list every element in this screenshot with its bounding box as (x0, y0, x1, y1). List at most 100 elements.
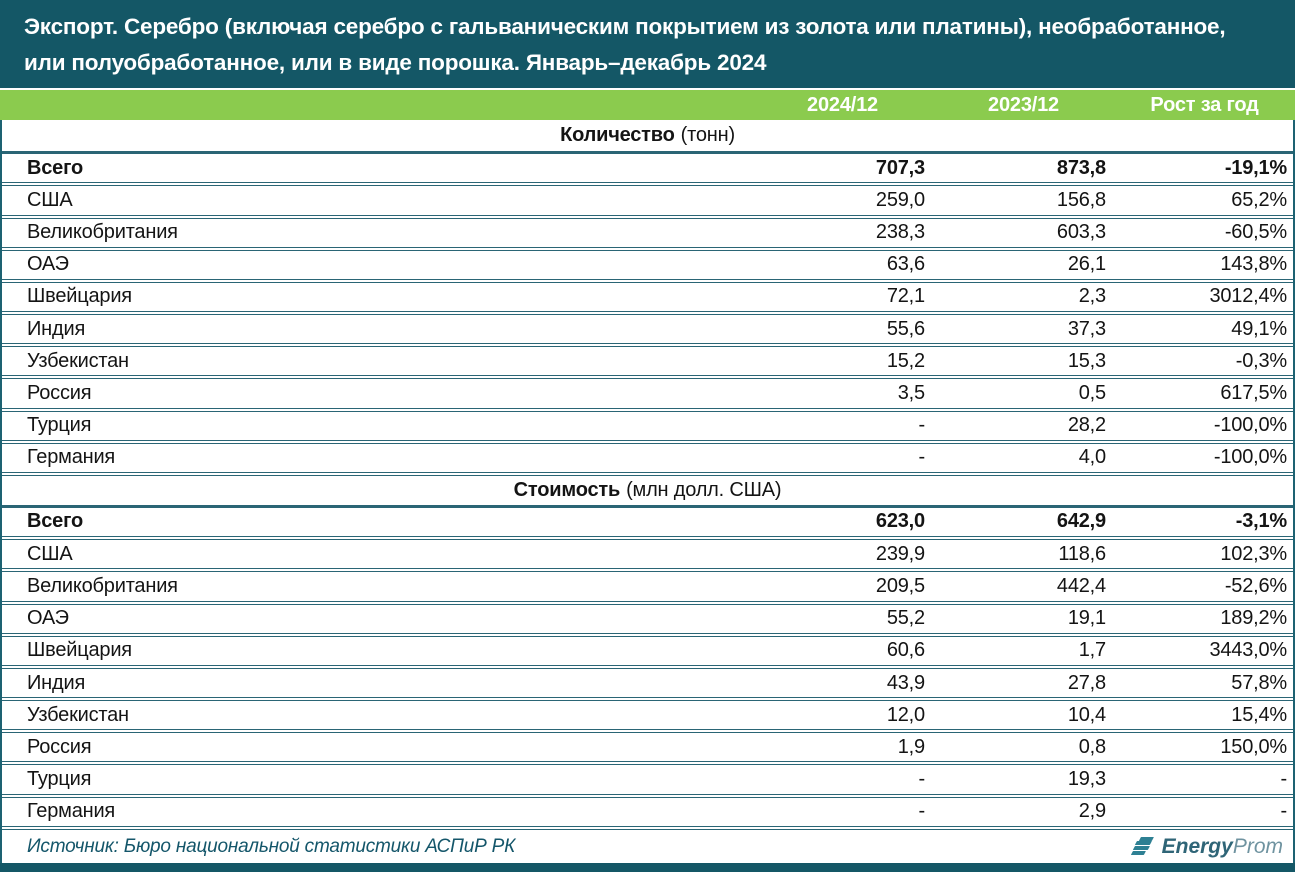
value-2024-12: 1,9 (749, 731, 931, 766)
energyprom-logo: EnergyProm (1130, 835, 1283, 859)
table-row: Великобритания 238,3 603,3 -60,5% (2, 216, 1293, 251)
logo-bar (1130, 851, 1146, 856)
source-text: Источник: Бюро национальной статистики А… (27, 835, 516, 857)
page-title-line-1: Экспорт. Серебро (включая серебро с галь… (24, 14, 1226, 39)
column-header-2023-12: 2023/12 (988, 93, 1059, 116)
row-label: США (2, 538, 750, 573)
row-label: США (2, 184, 750, 219)
bottom-bar (0, 863, 1295, 872)
value-2024-12: 63,6 (749, 248, 931, 283)
value-2023-12: 27,8 (930, 666, 1112, 702)
section-title-unit: (тонн) (680, 123, 735, 146)
column-header-growth: Рост за год (1150, 93, 1259, 116)
value-2023-12: 28,2 (930, 409, 1112, 444)
page-title-line-2: или полуобработанное, или в виде порошка… (24, 50, 767, 75)
growth-value: 150,0% (1111, 731, 1293, 766)
value-2024-12: - (749, 441, 931, 476)
logo-bar (1134, 841, 1152, 846)
value-2024-12: 12,0 (749, 699, 931, 734)
row-label: Россия (2, 377, 750, 412)
column-header-2024-12: 2024/12 (807, 93, 878, 116)
logo-text-energy: Energy (1161, 834, 1233, 858)
table-row: Великобритания 209,5 442,4 -52,6% (2, 570, 1293, 605)
value-2023-12: 37,3 (930, 313, 1112, 348)
row-label: Турция (2, 409, 750, 444)
growth-value: 57,8% (1111, 666, 1293, 702)
value-2023-12: 2,3 (930, 280, 1112, 316)
value-2023-12: 2,9 (930, 795, 1112, 830)
row-label: Россия (2, 731, 750, 766)
value-2024-12: 72,1 (749, 280, 931, 316)
footer: Источник: Бюро национальной статистики А… (0, 830, 1295, 863)
row-label: Индия (2, 313, 750, 348)
row-label: Всего (2, 152, 750, 187)
value-2024-12: 238,3 (749, 216, 931, 251)
section-title: Количество (тонн) (2, 120, 1293, 154)
table-row-total: Всего 707,3 873,8 -19,1% (2, 152, 1293, 187)
row-label: Узбекистан (2, 345, 750, 380)
table-row: США 259,0 156,8 65,2% (2, 184, 1293, 219)
growth-value: -0,3% (1111, 345, 1293, 380)
growth-value: 102,3% (1111, 538, 1293, 573)
value-2024-12: 3,5 (749, 377, 931, 412)
table-row: Германия - 4,0 -100,0% (2, 441, 1293, 476)
growth-value: -100,0% (1111, 441, 1293, 476)
section-title-text: Количество (560, 123, 675, 146)
growth-value: -100,0% (1111, 409, 1293, 444)
table-row: Швейцария 72,1 2,3 3012,4% (2, 280, 1293, 316)
value-2023-12: 442,4 (930, 570, 1112, 605)
value-2024-12: 55,6 (749, 313, 931, 348)
row-label: Великобритания (2, 216, 750, 251)
value-2024-12: - (749, 763, 931, 798)
energyprom-logo-icon (1130, 836, 1156, 858)
table-row: Россия 3,5 0,5 617,5% (2, 377, 1293, 412)
table-row: Турция - 19,3 - (2, 763, 1293, 798)
growth-value: 617,5% (1111, 377, 1293, 412)
growth-value: -3,1% (1111, 506, 1293, 541)
column-header-row: 2024/12 2023/12 Рост за год (0, 90, 1295, 120)
table-row: ОАЭ 63,6 26,1 143,8% (2, 248, 1293, 283)
value-2023-12: 15,3 (930, 345, 1112, 380)
growth-value: -52,6% (1111, 570, 1293, 605)
value-2023-12: 1,7 (930, 634, 1112, 669)
row-label: Германия (2, 795, 750, 830)
value-2023-12: 0,8 (930, 731, 1112, 766)
row-label: Узбекистан (2, 699, 750, 734)
logo-text: EnergyProm (1162, 835, 1283, 859)
value-2024-12: 259,0 (749, 184, 931, 219)
row-label: ОАЭ (2, 248, 750, 283)
logo-bar (1132, 846, 1150, 851)
title-bar: Экспорт. Серебро (включая серебро с галь… (0, 0, 1295, 88)
row-label: ОАЭ (2, 602, 750, 637)
growth-value: 65,2% (1111, 184, 1293, 219)
data-table-container: Количество (тонн) Всего 707,3 873,8 -19,1… (0, 120, 1295, 830)
table-row: Германия - 2,9 - (2, 795, 1293, 830)
value-2024-12: - (749, 409, 931, 444)
data-table: Количество (тонн) Всего 707,3 873,8 -19,1… (2, 120, 1293, 830)
table-row: Швейцария 60,6 1,7 3443,0% (2, 634, 1293, 669)
value-2023-12: 4,0 (930, 441, 1112, 476)
value-2024-12: 707,3 (749, 152, 931, 187)
table-row: Турция - 28,2 -100,0% (2, 409, 1293, 444)
growth-value: -19,1% (1111, 152, 1293, 187)
table-row: ОАЭ 55,2 19,1 189,2% (2, 602, 1293, 637)
growth-value: 143,8% (1111, 248, 1293, 283)
section-header-value: Стоимость (млн долл. США) (2, 473, 1293, 508)
table-row: Россия 1,9 0,8 150,0% (2, 731, 1293, 766)
growth-value: 15,4% (1111, 699, 1293, 734)
value-2023-12: 642,9 (930, 506, 1112, 541)
table-row: Узбекистан 12,0 10,4 15,4% (2, 699, 1293, 734)
row-label: Всего (2, 506, 750, 541)
table-row: США 239,9 118,6 102,3% (2, 538, 1293, 573)
growth-value: 49,1% (1111, 313, 1293, 348)
table-row: Индия 55,6 37,3 49,1% (2, 313, 1293, 348)
section-title-unit: (млн долл. США) (626, 478, 782, 501)
value-2024-12: - (749, 795, 931, 830)
section-header-quantity: Количество (тонн) (2, 120, 1293, 154)
value-2024-12: 43,9 (749, 666, 931, 702)
section-title: Стоимость (млн долл. США) (2, 473, 1293, 508)
row-label: Индия (2, 666, 750, 702)
value-2023-12: 156,8 (930, 184, 1112, 219)
value-2024-12: 15,2 (749, 345, 931, 380)
value-2023-12: 19,3 (930, 763, 1112, 798)
